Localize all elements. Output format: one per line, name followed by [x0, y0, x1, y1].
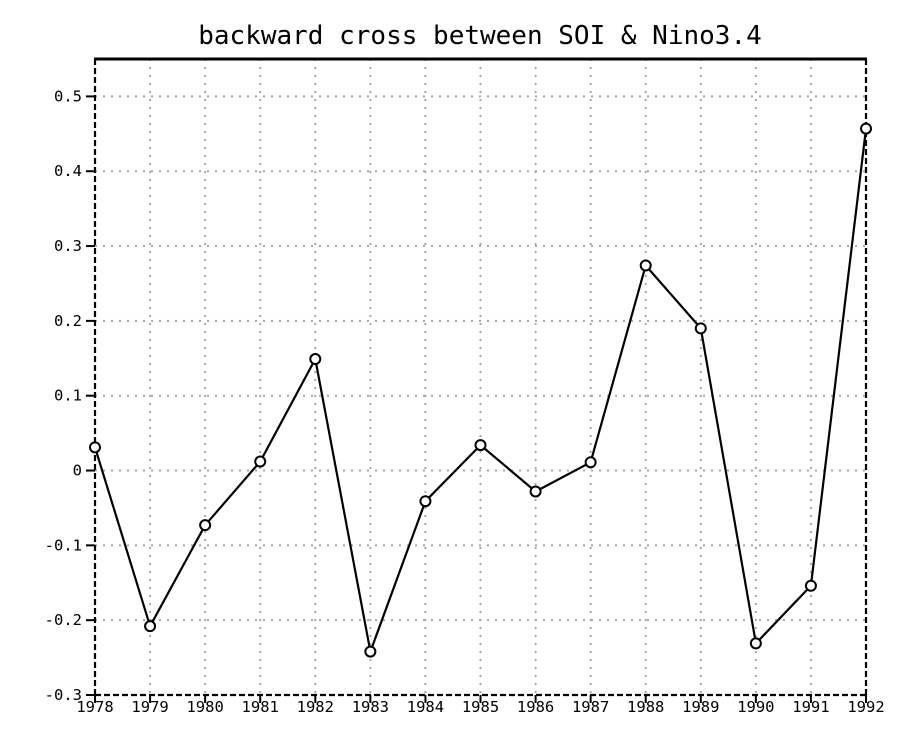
data-point-marker — [254, 455, 267, 468]
data-line-group — [93, 128, 868, 656]
data-markers-group — [89, 122, 872, 658]
y-axis-labels-group: -0.3 -0.2 -0.1 0 0.1 0.2 0.3 0.4 0.5 — [45, 87, 82, 704]
y-tick-label: 0 — [73, 462, 82, 480]
data-point-marker — [474, 439, 487, 452]
x-tick-label: 1981 — [242, 698, 279, 716]
x-tick-label: 1978 — [76, 698, 113, 716]
y-tick-label: -0.2 — [45, 611, 82, 629]
x-tick-label: 1991 — [792, 698, 829, 716]
chart-title: backward cross between SOI & Nino3.4 — [198, 21, 762, 51]
data-point-marker — [309, 353, 322, 366]
x-tick-label: 1984 — [407, 698, 444, 716]
x-tick-label: 1983 — [352, 698, 389, 716]
y-tick-label: -0.1 — [45, 536, 82, 554]
y-tick-label: 0.5 — [54, 87, 82, 105]
x-tick-label: 1985 — [462, 698, 499, 716]
data-point-marker — [144, 620, 157, 633]
x-tick-label: 1992 — [847, 698, 884, 716]
data-point-marker — [529, 485, 542, 498]
x-tick-label: 1979 — [131, 698, 168, 716]
x-tick-label: 1980 — [186, 698, 223, 716]
data-point-marker — [804, 579, 817, 592]
axes-frame-group — [93, 57, 868, 697]
data-point-marker — [639, 259, 652, 272]
y-tick-label: 0.4 — [54, 162, 82, 180]
axis-ticks-group — [86, 95, 867, 703]
x-tick-label: 1987 — [572, 698, 609, 716]
data-point-marker — [419, 495, 432, 508]
x-axis-labels-group: 1978 1979 1980 1981 1982 1983 1984 1985 1986 1987… — [76, 698, 884, 716]
y-tick-label: 0.2 — [54, 312, 82, 330]
x-tick-label: 1982 — [297, 698, 334, 716]
data-point-marker — [584, 456, 597, 469]
data-point-marker — [694, 322, 707, 335]
data-point-marker — [364, 645, 377, 658]
x-tick-label: 1986 — [517, 698, 554, 716]
x-tick-label: 1990 — [737, 698, 774, 716]
x-tick-label: 1989 — [682, 698, 719, 716]
gridlines-group — [95, 59, 866, 695]
data-point-marker — [860, 122, 872, 135]
data-point-marker — [199, 519, 212, 532]
y-tick-label: 0.3 — [54, 237, 82, 255]
y-tick-label: 0.1 — [54, 387, 82, 405]
y-tick-label: -0.3 — [45, 686, 82, 704]
x-tick-label: 1988 — [627, 698, 664, 716]
data-polyline — [93, 128, 868, 656]
data-point-marker — [749, 637, 762, 650]
data-point-marker — [89, 441, 101, 454]
